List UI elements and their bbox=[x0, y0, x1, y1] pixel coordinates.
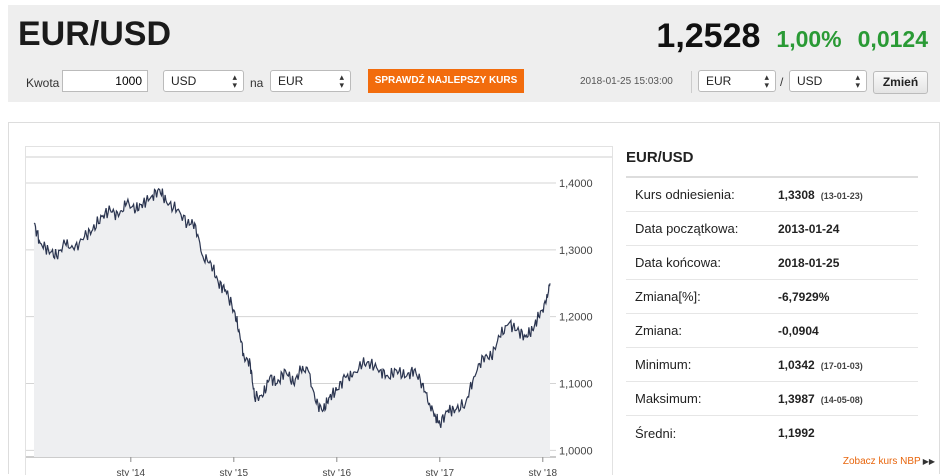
amount-input[interactable] bbox=[62, 70, 148, 92]
x-tick-label: sty '14 bbox=[117, 468, 146, 476]
nbp-rate-link[interactable]: Zobacz kurs NBP ▶▶ bbox=[843, 456, 935, 467]
y-tick-label: 1,1000 bbox=[559, 379, 593, 391]
stat-value-text: 1,3987 bbox=[778, 391, 815, 406]
current-rate: 1,2528 bbox=[656, 17, 761, 55]
stat-value-text: -0,0904 bbox=[778, 323, 819, 338]
stat-row: Zmiana[%]: -6,7929% bbox=[626, 280, 918, 314]
price-chart[interactable]: 1,0000 1,1000 1,2000 1,3000 1,4000 sty '14 sty… bbox=[26, 147, 612, 476]
stat-label: Minimum: bbox=[635, 357, 692, 372]
stat-label: Zmiana: bbox=[635, 323, 682, 338]
stat-value-text: 1,3308 bbox=[778, 187, 815, 202]
stat-row: Data początkowa: 2013-01-24 bbox=[626, 212, 918, 246]
stat-row: Maksimum: 1,3987 (14-05-08) bbox=[626, 382, 918, 416]
y-tick-label: 1,2000 bbox=[559, 312, 593, 324]
stat-label: Data końcowa: bbox=[635, 255, 721, 270]
base-currency-value: EUR bbox=[706, 74, 732, 88]
stat-value: 1,1992 bbox=[778, 426, 815, 440]
stat-date: (17-01-03) bbox=[820, 360, 863, 371]
y-tick-label: 1,3000 bbox=[559, 245, 593, 257]
to-currency-select[interactable]: EUR ▴ ▾ bbox=[270, 70, 351, 92]
updown-arrows-icon: ▴ ▾ bbox=[764, 72, 769, 90]
quote-currency-select[interactable]: USD ▴ ▾ bbox=[789, 70, 867, 92]
price-area bbox=[34, 188, 550, 457]
double-chevron-right-icon: ▶▶ bbox=[922, 457, 935, 466]
base-currency-select[interactable]: EUR ▴ ▾ bbox=[698, 70, 776, 92]
stat-label: Średni: bbox=[635, 425, 677, 441]
stat-value: 2013-01-24 bbox=[778, 222, 839, 236]
rate-timestamp: 2018-01-25 15:03:00 bbox=[580, 76, 673, 87]
stat-value: -6,7929% bbox=[778, 290, 829, 304]
divider bbox=[691, 71, 692, 93]
change-pair-button[interactable]: Zmień bbox=[873, 71, 928, 94]
to-label: na bbox=[250, 76, 264, 90]
stat-row: Kurs odniesienia: 1,3308 (13-01-23) bbox=[626, 178, 918, 212]
converter-bar: Kwota USD ▴▾ na EUR ▴▾ SPRAWDŹ NAJLEPSZY… bbox=[8, 67, 940, 97]
x-tick-label: sty '18 bbox=[528, 468, 557, 476]
stat-value: 2018-01-25 bbox=[778, 256, 839, 270]
y-tick-label: 1,4000 bbox=[559, 178, 593, 190]
stats-title: EUR/USD bbox=[626, 146, 918, 178]
stat-date: (13-01-23) bbox=[820, 190, 863, 201]
x-tick-label: sty '17 bbox=[425, 468, 454, 476]
stat-label: Kurs odniesienia: bbox=[635, 187, 735, 202]
nbp-link-label: Zobacz kurs NBP bbox=[842, 456, 921, 467]
check-best-rate-button[interactable]: SPRAWDŹ NAJLEPSZY KURS bbox=[368, 69, 524, 93]
stat-value-text: 1,1992 bbox=[778, 426, 815, 440]
stat-label: Zmiana[%]: bbox=[635, 289, 701, 304]
updown-arrows-icon: ▴ ▾ bbox=[232, 72, 237, 90]
amount-label: Kwota bbox=[26, 76, 60, 90]
stat-row: Minimum: 1,0342 (17-01-03) bbox=[626, 348, 918, 382]
change-absolute: 0,0124 bbox=[857, 26, 928, 52]
stat-value-text: 1,0342 bbox=[778, 357, 815, 372]
stat-row: Data końcowa: 2018-01-25 bbox=[626, 246, 918, 280]
from-currency-select[interactable]: USD ▴ ▾ bbox=[163, 70, 244, 92]
stat-value: 1,3987 (14-05-08) bbox=[778, 392, 863, 406]
rate-box: 1,2528 1,00% 0,0124 bbox=[656, 17, 928, 56]
stats-table: Kurs odniesienia: 1,3308 (13-01-23) Data po… bbox=[626, 178, 918, 450]
x-tick-label: sty '15 bbox=[220, 468, 249, 476]
chart-container: 1,0000 1,1000 1,2000 1,3000 1,4000 sty '14 sty… bbox=[25, 146, 613, 476]
stat-value-text: 2013-01-24 bbox=[778, 221, 840, 236]
to-currency-value: EUR bbox=[278, 74, 304, 88]
price-line bbox=[33, 187, 551, 428]
stat-value: 1,0342 (17-01-03) bbox=[778, 358, 863, 372]
stat-value: 1,3308 (13-01-23) bbox=[778, 188, 863, 202]
change-percent: 1,00% bbox=[776, 26, 842, 52]
updown-arrows-icon: ▴ ▾ bbox=[855, 72, 860, 90]
quote-currency-value: USD bbox=[797, 74, 823, 88]
stat-date: (14-05-08) bbox=[820, 394, 863, 405]
updown-arrows-icon: ▴ ▾ bbox=[339, 72, 344, 90]
stat-row: Średni: 1,1992 bbox=[626, 416, 918, 450]
x-tick-label: sty '16 bbox=[323, 468, 352, 476]
stat-label: Maksimum: bbox=[635, 391, 702, 406]
stat-value-text: 2018-01-25 bbox=[778, 255, 840, 270]
stat-label: Data początkowa: bbox=[635, 221, 739, 236]
y-tick-label: 1,0000 bbox=[559, 445, 593, 457]
stat-value: -0,0904 bbox=[778, 324, 819, 338]
pair-title: EUR/USD bbox=[18, 15, 172, 53]
quote-header: EUR/USD 1,2528 1,00% 0,0124 Kwota USD ▴▾… bbox=[8, 5, 940, 102]
pair-separator: / bbox=[780, 75, 784, 89]
stat-value-text: -6,7929% bbox=[778, 289, 830, 304]
chart-panel: 1,0000 1,1000 1,2000 1,3000 1,4000 sty '14 sty… bbox=[8, 122, 940, 476]
from-currency-value: USD bbox=[171, 74, 197, 88]
stat-row: Zmiana: -0,0904 bbox=[626, 314, 918, 348]
stats-panel: EUR/USD Kurs odniesienia: 1,3308 (13-01-23… bbox=[626, 146, 918, 450]
